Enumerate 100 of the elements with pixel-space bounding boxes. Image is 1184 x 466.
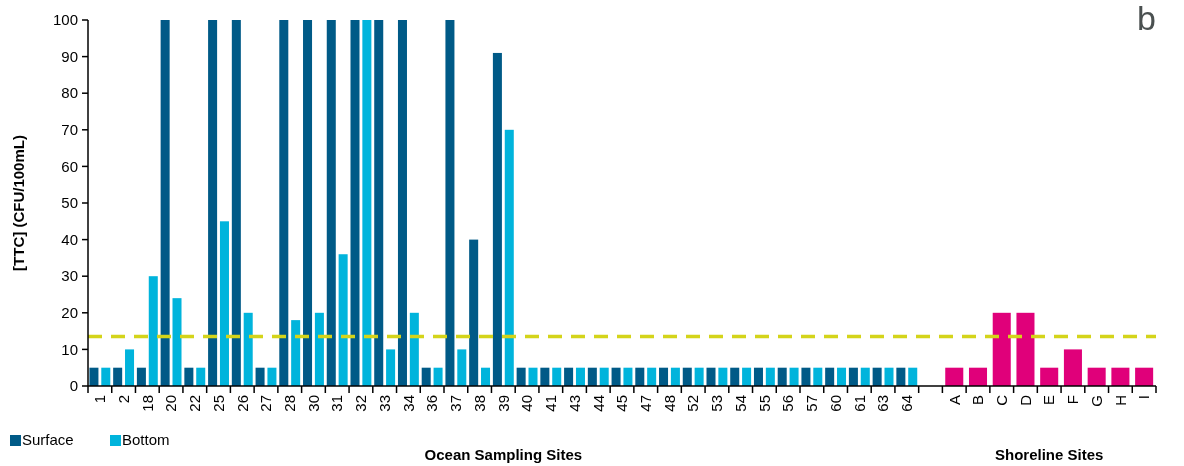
x-tick-label: 57 xyxy=(803,395,821,412)
bar xyxy=(670,367,680,386)
bar xyxy=(1111,367,1130,386)
x-tick-label: 56 xyxy=(779,395,797,412)
y-tick-label: 40 xyxy=(61,230,78,248)
bar xyxy=(291,320,301,386)
bar xyxy=(623,367,633,386)
x-tick-label: 27 xyxy=(257,395,275,412)
x-tick-label: 36 xyxy=(423,395,441,412)
x-tick-label: 47 xyxy=(636,395,654,412)
bar xyxy=(860,367,870,386)
bar xyxy=(599,367,609,386)
bar xyxy=(279,20,289,386)
bar xyxy=(825,367,835,386)
bar xyxy=(148,276,158,386)
bar xyxy=(397,20,407,386)
bar xyxy=(837,367,847,386)
x-tick-label: A xyxy=(945,395,963,406)
x-tick-label: D xyxy=(1016,394,1034,406)
x-tick-label: 64 xyxy=(898,395,916,412)
bar xyxy=(718,367,728,386)
x-tick-label: 22 xyxy=(186,395,204,412)
bar xyxy=(219,221,229,386)
bar xyxy=(362,20,372,386)
bar xyxy=(89,367,99,386)
y-tick-label: 0 xyxy=(69,377,78,395)
bar xyxy=(706,367,716,386)
x-tick-label: 48 xyxy=(660,395,678,412)
y-tick-label: 30 xyxy=(61,267,78,285)
bar xyxy=(753,367,763,386)
bar xyxy=(136,367,146,386)
x-tick-label: F xyxy=(1064,395,1082,405)
x-tick-label: 26 xyxy=(233,395,251,412)
bar xyxy=(409,312,419,386)
x-tick-label: 54 xyxy=(731,395,749,412)
x-tick-label: 33 xyxy=(375,395,393,412)
x-tick-label: E xyxy=(1040,395,1058,406)
bar xyxy=(160,20,170,386)
legend-label: Bottom xyxy=(122,431,170,449)
y-tick-label: 100 xyxy=(52,11,78,29)
x-tick-label: 39 xyxy=(494,395,512,412)
bar xyxy=(945,367,964,386)
bar xyxy=(386,349,396,386)
x-tick-label: 38 xyxy=(470,395,488,412)
x-tick-label: 60 xyxy=(826,395,844,412)
x-tick-label: 44 xyxy=(589,395,607,412)
bar xyxy=(445,20,455,386)
x-tick-label: 43 xyxy=(565,395,583,412)
y-axis-title: [TTC] (CFU/100mL) xyxy=(10,135,27,271)
bar xyxy=(611,367,621,386)
bar xyxy=(587,367,597,386)
x-tick-label: C xyxy=(992,394,1010,406)
bar xyxy=(208,20,218,386)
x-tick-label: 37 xyxy=(447,395,465,412)
bar xyxy=(350,20,360,386)
x-tick-label: 63 xyxy=(874,395,892,412)
x-tick-label: 34 xyxy=(399,395,417,412)
x-tick-label: 55 xyxy=(755,395,773,412)
bar xyxy=(433,367,443,386)
x-axis-title: Ocean Sampling Sites xyxy=(424,446,583,463)
bar xyxy=(884,367,894,386)
y-tick-label: 70 xyxy=(61,121,78,139)
bar xyxy=(777,367,787,386)
x-tick-label: H xyxy=(1111,395,1129,406)
bar xyxy=(896,367,906,386)
bar xyxy=(1040,367,1059,386)
legend-label: Surface xyxy=(22,431,74,449)
bar xyxy=(338,254,348,386)
bar xyxy=(421,367,431,386)
bar xyxy=(267,367,277,386)
bar xyxy=(1135,367,1154,386)
bar xyxy=(326,20,336,386)
bar xyxy=(801,367,811,386)
x-tick-label: 41 xyxy=(542,395,560,412)
bar xyxy=(1063,349,1082,386)
bar xyxy=(872,367,882,386)
bar xyxy=(647,367,657,386)
bar xyxy=(101,367,111,386)
bar xyxy=(184,367,194,386)
bar xyxy=(635,367,645,386)
bar xyxy=(172,298,182,386)
bar xyxy=(481,367,491,386)
x-tick-label: 25 xyxy=(209,395,227,412)
bar xyxy=(789,367,799,386)
y-tick-label: 20 xyxy=(61,304,78,322)
text: Shoreline Sites xyxy=(995,446,1104,463)
bar xyxy=(848,367,858,386)
bar xyxy=(231,20,241,386)
x-tick-label: B xyxy=(969,395,987,406)
bar xyxy=(908,367,918,386)
x-tick-label: 1 xyxy=(91,395,109,404)
y-tick-label: 60 xyxy=(61,157,78,175)
bar xyxy=(457,349,467,386)
bar xyxy=(575,367,585,386)
bar xyxy=(528,367,538,386)
bar xyxy=(113,367,123,386)
bar xyxy=(492,52,502,386)
x-tick-label: 40 xyxy=(518,395,536,412)
bar xyxy=(730,367,740,386)
bar xyxy=(516,367,526,386)
